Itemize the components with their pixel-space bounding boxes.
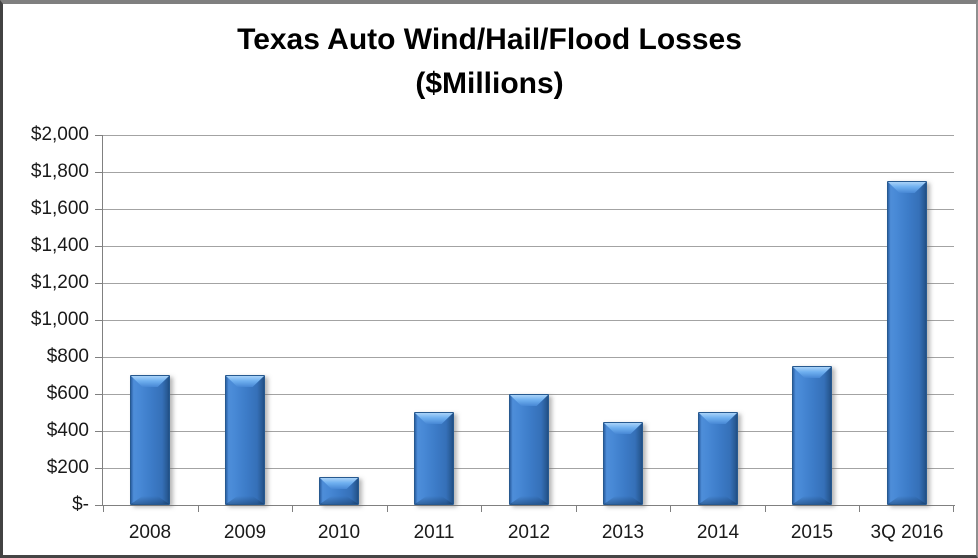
x-axis-label-3q-2016: 3Q 2016 [870, 522, 944, 543]
x-tick-6 [670, 506, 671, 512]
x-axis-label-2011: 2011 [413, 522, 455, 543]
y-axis-label-2000: $2,000 [30, 124, 89, 145]
x-axis-label-2014: 2014 [696, 522, 740, 543]
bar-2008 [130, 375, 170, 505]
y-tick-0 [95, 504, 103, 506]
gridline-1800 [103, 171, 954, 173]
y-tick-200 [95, 467, 103, 469]
y-axis-label-1000: $1,000 [30, 309, 89, 330]
y-axis-label-600: $600 [46, 383, 89, 404]
x-axis-label-2013: 2013 [601, 522, 645, 543]
y-tick-2000 [95, 134, 103, 136]
y-axis-label-1400: $1,400 [30, 235, 89, 256]
gridline-1400 [103, 245, 954, 247]
x-tick-8 [859, 506, 860, 512]
y-axis-label-0: $- [72, 494, 89, 515]
y-axis-label-1600: $1,600 [30, 198, 89, 219]
x-axis-label-2015: 2015 [790, 522, 834, 543]
y-tick-400 [95, 430, 103, 432]
y-tick-1600 [95, 208, 103, 210]
x-axis-line [102, 505, 955, 506]
bar-3q-2016 [887, 181, 927, 505]
y-tick-1200 [95, 282, 103, 284]
x-tick-0 [103, 506, 104, 512]
gridline-1200 [103, 282, 954, 284]
bar-2009 [225, 375, 265, 505]
x-axis-label-2008: 2008 [128, 522, 172, 543]
x-tick-2 [292, 506, 293, 512]
y-axis-label-400: $400 [46, 420, 89, 441]
bar-2013 [603, 422, 643, 505]
y-tick-1800 [95, 171, 103, 173]
x-tick-1 [198, 506, 199, 512]
y-tick-600 [95, 393, 103, 395]
bar-2014 [698, 412, 738, 505]
bar-2011 [414, 412, 454, 505]
y-tick-1400 [95, 245, 103, 247]
gridline-1000 [103, 319, 954, 321]
chart-title: Texas Auto Wind/Hail/Flood Losses ($Mill… [3, 18, 976, 106]
bar-2010 [319, 477, 359, 505]
y-axis-label-800: $800 [46, 346, 89, 367]
y-axis-label-1800: $1,800 [30, 161, 89, 182]
chart-title-line-2: ($Millions) [415, 67, 564, 100]
y-axis-line [102, 135, 103, 506]
gridline-1600 [103, 208, 954, 210]
x-axis-label-2012: 2012 [507, 522, 551, 543]
y-axis-label-1200: $1,200 [30, 272, 89, 293]
chart-title-line-1: Texas Auto Wind/Hail/Flood Losses [237, 23, 742, 56]
y-tick-1000 [95, 319, 103, 321]
bar-2015 [792, 366, 832, 505]
x-tick-4 [481, 506, 482, 512]
x-axis-label-2010: 2010 [317, 522, 361, 543]
x-tick-7 [765, 506, 766, 512]
x-tick-5 [576, 506, 577, 512]
gridline-2000 [103, 134, 954, 136]
bar-2012 [509, 394, 549, 505]
y-axis-label-200: $200 [46, 457, 89, 478]
plot-area: $- $200 $400 $600 $800 $1,000 $1,200 $1,400 $1,6… [31, 124, 955, 543]
x-tick-9 [953, 506, 954, 512]
gridline-800 [103, 356, 954, 358]
y-tick-800 [95, 356, 103, 358]
x-axis-label-2009: 2009 [223, 522, 267, 543]
x-tick-3 [387, 506, 388, 512]
